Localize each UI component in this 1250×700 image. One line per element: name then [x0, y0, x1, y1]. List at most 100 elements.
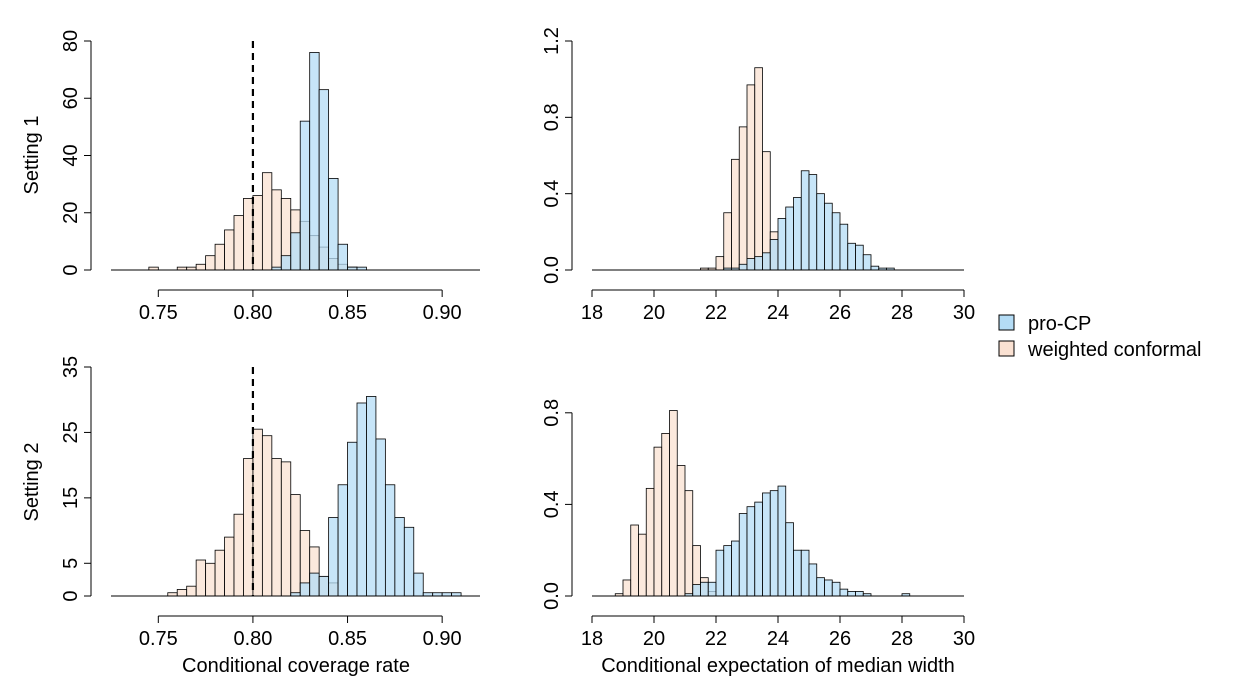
x-tick-label: 0.75	[139, 302, 178, 324]
bar-pro-cp	[839, 588, 849, 597]
bar-pro-cp	[746, 258, 756, 271]
bar-pro-cp	[394, 517, 405, 597]
bar-pro-cp	[299, 120, 311, 271]
bar-weighted-conformal	[645, 487, 655, 597]
x-tick-label: 18	[581, 302, 603, 324]
bar-pro-cp	[769, 490, 779, 597]
bar-pro-cp	[356, 402, 367, 597]
bar-weighted-conformal	[669, 410, 678, 597]
legend-swatch-pro-cp	[998, 314, 1015, 331]
x-tick-label: 24	[767, 302, 789, 324]
x-tick-label: 30	[953, 302, 975, 324]
bar-weighted-conformal	[715, 256, 725, 271]
y-tick-label: 1.2	[541, 27, 563, 55]
y-tick-label: 80	[60, 30, 82, 52]
bar-pro-cp	[808, 563, 818, 597]
x-tick-label: 0.80	[233, 628, 272, 650]
bar-weighted-conformal	[224, 229, 235, 271]
x-tick-label: 26	[829, 628, 851, 650]
x-tick-label: 0.90	[423, 628, 462, 650]
x-tick-label: 26	[829, 302, 851, 324]
y-axis: 0.0 0.4 0.8	[541, 399, 573, 610]
bar-pro-cp	[785, 206, 794, 271]
x-tick-label: 22	[705, 628, 727, 650]
bar-pro-cp	[800, 549, 810, 597]
bar-weighted-conformal	[661, 433, 670, 597]
bar-pro-cp	[375, 438, 386, 597]
bar-weighted-conformal	[271, 458, 282, 597]
bar-pro-cp	[808, 174, 818, 271]
y-tick-label: 25	[60, 421, 82, 443]
y-tick-label: 20	[60, 202, 82, 224]
x-axis-label-width: Conditional expectation of median width	[601, 655, 955, 677]
bar-weighted-conformal	[622, 579, 632, 597]
bar-pro-cp	[715, 549, 725, 597]
x-tick-label: 20	[643, 302, 665, 324]
x-tick-label: 0.85	[328, 302, 367, 324]
legend: pro-CP weighted conformal	[998, 313, 1201, 361]
bar-pro-cp	[318, 575, 330, 597]
x-tick-label: 24	[767, 628, 789, 650]
bar-weighted-conformal	[731, 158, 740, 271]
row-label-setting-1: Setting 1	[21, 116, 43, 195]
x-axis-label-coverage: Conditional coverage rate	[182, 655, 410, 677]
bar-pro-cp	[754, 501, 763, 597]
bar-pro-cp	[723, 545, 732, 597]
bar-pro-cp	[366, 396, 377, 597]
bar-pro-cp	[793, 549, 802, 597]
bar-weighted-conformal	[233, 215, 244, 271]
bar-pro-cp	[816, 193, 825, 271]
y-tick-label: 0.0	[541, 582, 563, 610]
panel-setting1-coverage: 0.75 0.80 0.85 0.90 0 20 40 60 80	[60, 30, 480, 324]
x-tick-label: 30	[953, 628, 975, 650]
bar-pro-cp	[824, 202, 833, 271]
bar-weighted-conformal	[754, 67, 763, 271]
y-tick-label: 0	[60, 590, 82, 601]
y-axis: 0 20 40 60 80	[60, 30, 92, 276]
bar-pro-cp	[403, 526, 415, 597]
bar-pro-cp	[318, 89, 330, 271]
bar-weighted-conformal	[233, 513, 244, 597]
bar-weighted-conformal	[176, 589, 188, 597]
bar-pro-cp	[762, 252, 771, 271]
x-tick-label: 0.90	[423, 302, 462, 324]
bar-weighted-conformal	[205, 255, 216, 271]
bar-pro-cp	[847, 591, 856, 597]
y-tick-label: 0.8	[541, 103, 563, 131]
bar-pro-cp	[299, 582, 311, 597]
bar-pro-cp	[280, 255, 292, 271]
bar-weighted-conformal	[653, 446, 663, 597]
bar-weighted-conformal	[261, 435, 273, 597]
legend-swatch-weighted-conformal	[998, 340, 1015, 357]
bar-pro-cp	[328, 517, 339, 597]
bar-weighted-conformal	[224, 536, 235, 597]
bar-pro-cp	[762, 492, 771, 597]
bar-pro-cp	[777, 218, 787, 271]
y-tick-label: 15	[60, 487, 82, 509]
bar-weighted-conformal	[271, 189, 282, 271]
y-tick-label: 0.4	[541, 490, 563, 518]
bar-pro-cp	[700, 581, 709, 597]
x-axis: 18 20 22 24 26 28 30	[581, 289, 975, 324]
panel-setting2-width: 18 20 22 24 26 28 30 0.0 0.4 0.8	[541, 399, 975, 650]
bar-weighted-conformal	[195, 559, 207, 597]
bar-pro-cp	[413, 572, 424, 597]
bar-pro-cp	[862, 254, 872, 271]
y-axis: 0 5 15 25 35	[60, 356, 92, 602]
bar-pro-cp	[824, 579, 833, 597]
bar-pro-cp	[337, 243, 348, 271]
x-tick-label: 20	[643, 628, 665, 650]
y-tick-label: 35	[60, 356, 82, 378]
panel-setting2-coverage: 0.75 0.80 0.85 0.90 0 5 15 25 35	[60, 356, 480, 650]
x-tick-label: 0.85	[328, 628, 367, 650]
panel-setting1-width: 18 20 22 24 26 28 30 0.0 0.4 0.8 1.2	[541, 27, 975, 324]
x-tick-label: 28	[891, 628, 913, 650]
bar-pro-cp	[847, 242, 856, 271]
bar-pro-cp	[746, 506, 756, 597]
legend-label-weighted-conformal: weighted conformal	[1027, 339, 1201, 361]
bar-pro-cp	[855, 591, 864, 597]
row-label-setting-2: Setting 2	[21, 443, 43, 522]
y-tick-label: 0.8	[541, 399, 563, 427]
bar-pro-cp	[692, 584, 701, 597]
bar-weighted-conformal	[214, 549, 225, 597]
